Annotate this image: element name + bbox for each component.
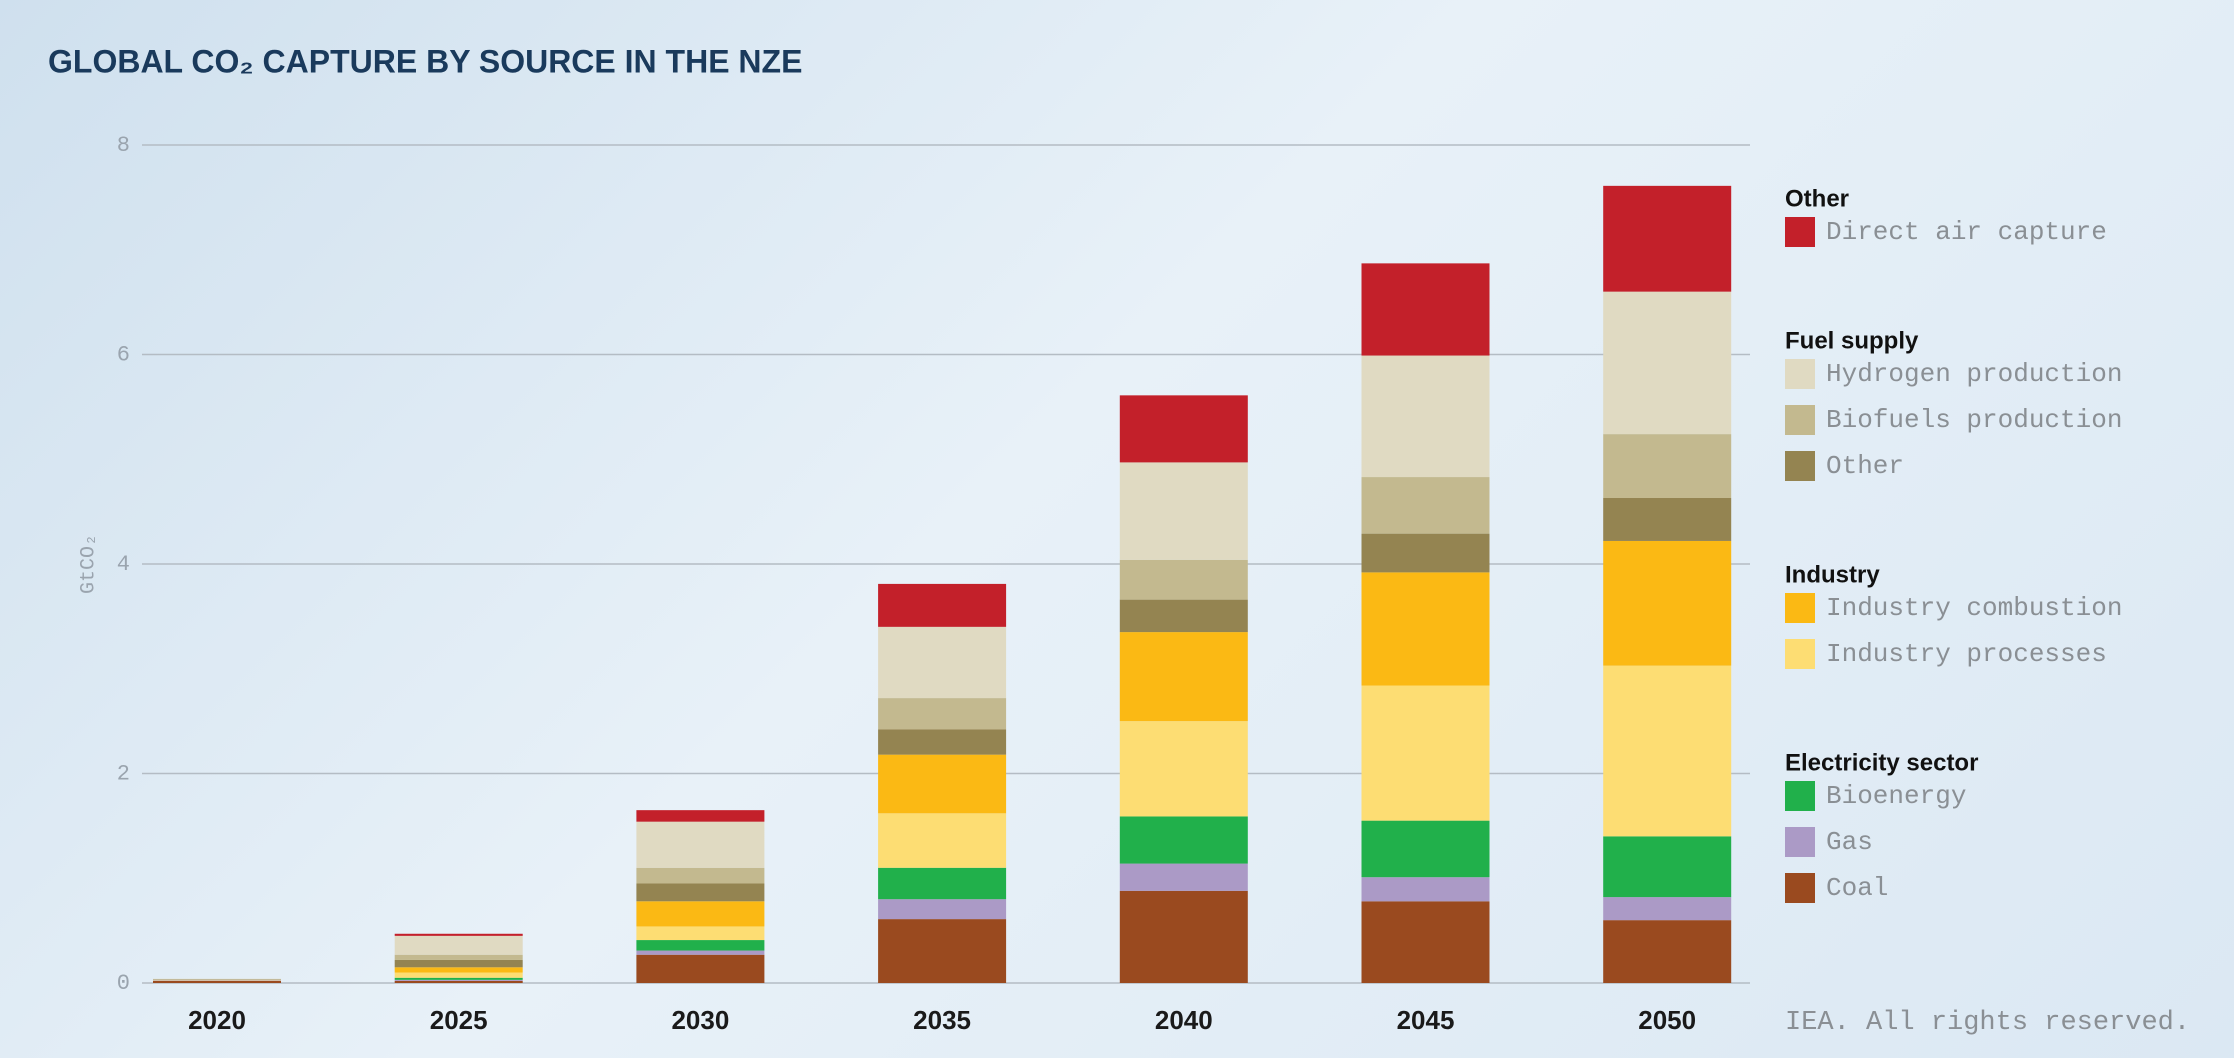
- bar-segment: [394, 979, 523, 981]
- bar-segment: [1119, 395, 1248, 463]
- legend-label: Biofuels production: [1826, 405, 2122, 435]
- bar-segment: [878, 813, 1007, 868]
- y-tick-label: 4: [117, 552, 130, 577]
- legend-swatch: [1785, 451, 1815, 481]
- bar-segment: [394, 972, 523, 978]
- legend-swatch: [1785, 781, 1815, 811]
- x-tick-label: 2045: [1397, 1005, 1455, 1035]
- bar-segment: [153, 979, 281, 981]
- bar-segment: [878, 919, 1007, 983]
- bar-segment: [1603, 540, 1732, 666]
- bar-segment: [394, 954, 523, 960]
- bar-segment: [878, 754, 1007, 814]
- y-tick-label: 0: [117, 971, 130, 996]
- legend-swatch: [1785, 359, 1815, 389]
- bar-segment: [1119, 559, 1248, 600]
- bar-segment: [1603, 291, 1732, 435]
- bar-segment: [394, 980, 523, 983]
- bar-segment: [878, 899, 1007, 920]
- legend-label: Other: [1826, 451, 1904, 481]
- bar-segment: [1603, 836, 1732, 898]
- legend-label: Direct air capture: [1826, 217, 2107, 247]
- x-tick-label: 2050: [1638, 1005, 1696, 1035]
- bar-segment: [1603, 498, 1732, 541]
- bar-segment: [1603, 434, 1732, 499]
- bar-segment: [1361, 901, 1490, 983]
- legend-swatch: [1785, 873, 1815, 903]
- bar-segment: [1361, 263, 1490, 356]
- bar-segment: [636, 950, 765, 955]
- bar-segment: [636, 867, 765, 884]
- legend-group-title: Other: [1785, 185, 1849, 212]
- legend-label: Gas: [1826, 827, 1873, 857]
- bar-segment: [1603, 665, 1732, 837]
- bar-segment: [636, 901, 765, 927]
- legend-swatch: [1785, 405, 1815, 435]
- bar-segment: [636, 954, 765, 983]
- bar-segment: [636, 926, 765, 941]
- bar-segment: [394, 935, 523, 955]
- footer: IEA. All rights reserved.: [1785, 1008, 2190, 1038]
- legend-swatch: [1785, 217, 1815, 247]
- bar-segment: [394, 967, 523, 973]
- bar-segment: [636, 810, 765, 822]
- bar-segment: [394, 959, 523, 968]
- bar-segment: [394, 977, 523, 980]
- bar-segment: [1119, 890, 1248, 983]
- bar-segment: [1603, 920, 1732, 983]
- y-tick-label: 8: [117, 133, 130, 158]
- legend-swatch: [1785, 827, 1815, 857]
- bar-segment: [636, 821, 765, 868]
- legend-label: Coal: [1826, 873, 1888, 903]
- bar-segment: [878, 729, 1007, 755]
- bar-segment: [153, 980, 281, 983]
- bar-segment: [878, 583, 1007, 627]
- bar-segment: [1119, 721, 1248, 817]
- legend-group-title: Industry: [1785, 561, 1880, 588]
- bar-segment: [1119, 599, 1248, 633]
- bar-segment: [878, 698, 1007, 730]
- x-tick-label: 2035: [913, 1005, 971, 1035]
- y-tick-label: 2: [117, 761, 130, 786]
- bar-segment: [1603, 185, 1732, 292]
- legend-label: Bioenergy: [1826, 781, 1966, 811]
- x-tick-label: 2040: [1155, 1005, 1213, 1035]
- bar-segment: [1361, 533, 1490, 573]
- bar-segment: [878, 867, 1007, 900]
- legend-group-title: Electricity sector: [1785, 749, 1978, 776]
- legend-group-title: Fuel supply: [1785, 327, 1919, 354]
- bar-segment: [153, 979, 281, 980]
- x-tick-label: 2025: [430, 1005, 488, 1035]
- bar-segment: [1361, 685, 1490, 821]
- bar-segment: [636, 883, 765, 902]
- x-tick-label: 2020: [188, 1005, 246, 1035]
- legend-label: Hydrogen production: [1826, 359, 2122, 389]
- bar-segment: [1361, 477, 1490, 534]
- x-tick-label: 2030: [671, 1005, 729, 1035]
- bar-segment: [153, 978, 281, 980]
- legend-label: Industry processes: [1826, 639, 2107, 669]
- bar-segment: [1361, 820, 1490, 878]
- bar-segment: [1361, 572, 1490, 686]
- bar-segment: [1361, 355, 1490, 478]
- bar-segment: [394, 933, 523, 936]
- legend-swatch: [1785, 639, 1815, 669]
- bar-segment: [1119, 632, 1248, 722]
- bar-segment: [1119, 863, 1248, 891]
- legend-label: Industry combustion: [1826, 593, 2122, 623]
- bar-segment: [636, 940, 765, 951]
- bar-segment: [1119, 816, 1248, 864]
- bar-segment: [153, 980, 281, 981]
- bar-segment: [1119, 462, 1248, 560]
- legend-swatch: [1785, 593, 1815, 623]
- y-tick-label: 6: [117, 342, 130, 367]
- chart-title: GLOBAL CO₂ CAPTURE BY SOURCE IN THE NZE: [48, 43, 802, 79]
- bar-segment: [1603, 897, 1732, 921]
- bar-segment: [1361, 877, 1490, 902]
- bar-segment: [878, 626, 1007, 699]
- y-axis-label: GtCO₂: [77, 534, 100, 594]
